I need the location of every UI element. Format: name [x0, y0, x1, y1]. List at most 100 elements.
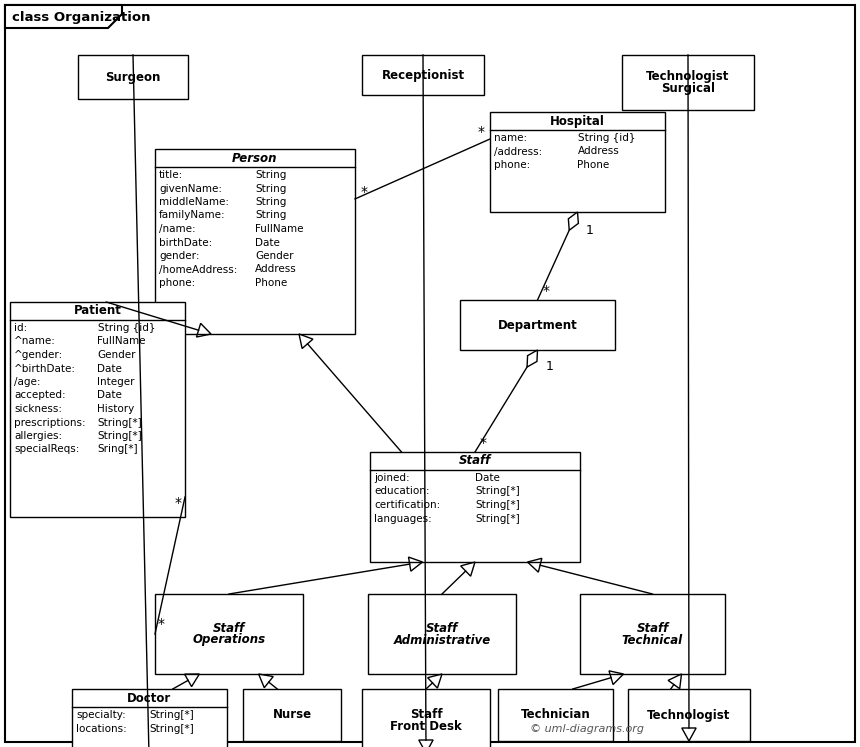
Text: String: String [255, 211, 286, 220]
Bar [628, 689, 750, 741]
Text: ^name:: ^name: [14, 336, 56, 347]
Text: Date: Date [97, 364, 122, 374]
Text: Person: Person [232, 152, 278, 164]
Text: Date: Date [97, 391, 122, 400]
Text: Department: Department [498, 318, 577, 332]
Text: String[*]: String[*] [150, 710, 194, 720]
Text: *: * [175, 496, 182, 510]
Text: birthDate:: birthDate: [159, 238, 212, 247]
Text: Patient: Patient [74, 305, 121, 317]
Bar [155, 594, 303, 674]
Text: Date: Date [475, 473, 500, 483]
Text: String[*]: String[*] [150, 724, 194, 734]
Bar [78, 55, 188, 99]
Text: ^gender:: ^gender: [14, 350, 64, 360]
Text: Nurse: Nurse [273, 708, 311, 722]
Text: name:: name: [494, 133, 527, 143]
Text: Technician: Technician [520, 708, 590, 722]
Text: ^birthDate:: ^birthDate: [14, 364, 76, 374]
Bar [622, 55, 754, 110]
Text: String[*]: String[*] [97, 418, 142, 427]
Text: joined:: joined: [374, 473, 409, 483]
Text: /age:: /age: [14, 377, 40, 387]
Text: Doctor: Doctor [127, 692, 172, 704]
Text: String: String [255, 197, 286, 207]
Text: *: * [361, 185, 368, 199]
Text: Staff: Staff [426, 622, 458, 634]
Text: class Organization: class Organization [12, 10, 150, 23]
Text: *: * [480, 436, 487, 450]
Text: Gender: Gender [97, 350, 136, 360]
Text: Hospital: Hospital [550, 114, 605, 128]
Text: specialty:: specialty: [76, 710, 126, 720]
Text: Address: Address [578, 146, 619, 157]
Text: Technical: Technical [622, 633, 683, 646]
Text: String {id}: String {id} [97, 323, 155, 333]
Bar [362, 689, 490, 747]
Text: 1: 1 [545, 360, 553, 373]
Text: Staff: Staff [636, 622, 668, 634]
Text: /name:: /name: [159, 224, 195, 234]
Bar [498, 689, 613, 741]
Text: gender:: gender: [159, 251, 200, 261]
Text: Phone: Phone [255, 278, 287, 288]
Text: Surgeon: Surgeon [105, 70, 161, 84]
Text: Surgical: Surgical [661, 82, 715, 95]
Text: familyName:: familyName: [159, 211, 225, 220]
Text: String {id}: String {id} [578, 133, 635, 143]
Text: String: String [255, 184, 286, 193]
Text: String[*]: String[*] [475, 486, 519, 497]
Text: specialReqs:: specialReqs: [14, 444, 79, 454]
Text: FullName: FullName [255, 224, 304, 234]
Text: String[*]: String[*] [475, 513, 519, 524]
Text: *: * [543, 284, 550, 298]
Bar [368, 594, 516, 674]
Text: Receptionist: Receptionist [382, 69, 464, 81]
Text: FullName: FullName [97, 336, 146, 347]
Text: History: History [97, 404, 135, 414]
Text: middleName:: middleName: [159, 197, 229, 207]
Text: String[*]: String[*] [475, 500, 519, 510]
Text: String[*]: String[*] [97, 431, 142, 441]
Text: Front Desk: Front Desk [390, 721, 462, 734]
Text: givenName:: givenName: [159, 184, 222, 193]
Text: languages:: languages: [374, 513, 432, 524]
Bar [490, 112, 665, 212]
Text: /homeAddress:: /homeAddress: [159, 264, 237, 274]
Text: Staff: Staff [459, 454, 491, 468]
Text: *: * [478, 125, 485, 139]
Bar [580, 594, 725, 674]
Text: phone:: phone: [494, 160, 531, 170]
Text: Technologist: Technologist [648, 708, 731, 722]
Text: title:: title: [159, 170, 183, 180]
Text: 1: 1 [586, 224, 593, 237]
Bar [72, 689, 227, 747]
Text: Sring[*]: Sring[*] [97, 444, 138, 454]
Bar [362, 55, 484, 95]
Text: phone:: phone: [159, 278, 195, 288]
Text: Address: Address [255, 264, 297, 274]
Text: prescriptions:: prescriptions: [14, 418, 86, 427]
Text: Integer: Integer [97, 377, 135, 387]
Text: Technologist: Technologist [647, 70, 729, 83]
Text: Gender: Gender [255, 251, 293, 261]
Text: Operations: Operations [193, 633, 266, 646]
Text: Administrative: Administrative [393, 633, 490, 646]
Polygon shape [5, 5, 122, 28]
Bar [370, 452, 580, 562]
Text: accepted:: accepted: [14, 391, 65, 400]
Text: String: String [255, 170, 286, 180]
Text: education:: education: [374, 486, 429, 497]
Text: /address:: /address: [494, 146, 543, 157]
Text: locations:: locations: [76, 724, 126, 734]
Text: id:: id: [14, 323, 28, 333]
Text: © uml-diagrams.org: © uml-diagrams.org [530, 724, 644, 734]
Bar [243, 689, 341, 741]
Text: Staff: Staff [213, 622, 245, 634]
Text: Staff: Staff [409, 708, 442, 722]
Bar [10, 302, 185, 517]
Text: *: * [158, 617, 165, 631]
Text: Date: Date [255, 238, 280, 247]
Text: allergies:: allergies: [14, 431, 62, 441]
Bar [460, 300, 615, 350]
